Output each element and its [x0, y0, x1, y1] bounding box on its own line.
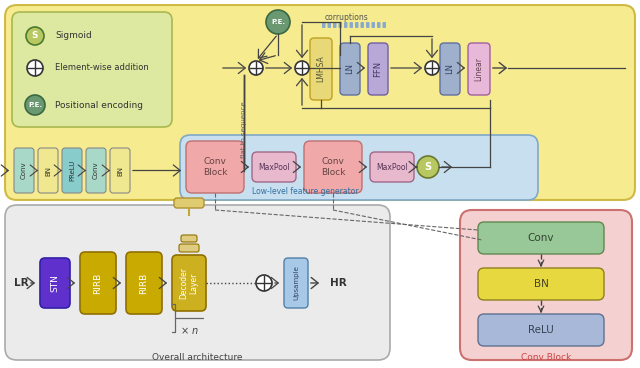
Text: LN: LN [346, 64, 355, 74]
Text: LR: LR [14, 278, 29, 288]
Text: LMHSA: LMHSA [317, 56, 326, 82]
Text: flat to sequence: flat to sequence [241, 102, 247, 158]
FancyBboxPatch shape [478, 314, 604, 346]
FancyBboxPatch shape [181, 235, 197, 242]
FancyBboxPatch shape [340, 43, 360, 95]
Text: BN: BN [117, 166, 123, 176]
FancyBboxPatch shape [478, 268, 604, 300]
FancyBboxPatch shape [40, 258, 70, 308]
Circle shape [249, 61, 263, 75]
FancyBboxPatch shape [80, 252, 116, 314]
Circle shape [425, 61, 439, 75]
Text: PReLU: PReLU [69, 160, 75, 181]
FancyBboxPatch shape [339, 22, 342, 28]
FancyBboxPatch shape [180, 135, 538, 200]
FancyBboxPatch shape [179, 244, 199, 252]
FancyBboxPatch shape [172, 255, 206, 311]
Circle shape [256, 275, 272, 291]
FancyBboxPatch shape [110, 148, 130, 193]
Text: corruptions: corruptions [325, 13, 369, 21]
FancyBboxPatch shape [14, 148, 34, 193]
Text: P.E.: P.E. [28, 102, 42, 108]
FancyBboxPatch shape [377, 22, 381, 28]
Text: Low-level feature generator: Low-level feature generator [252, 187, 359, 196]
FancyBboxPatch shape [284, 258, 308, 308]
Text: Element-wise addition: Element-wise addition [55, 64, 148, 72]
FancyBboxPatch shape [5, 205, 390, 360]
Circle shape [26, 27, 44, 45]
Text: P.E.: P.E. [271, 19, 285, 25]
Text: Conv: Conv [528, 233, 554, 243]
Text: BN: BN [534, 279, 548, 289]
FancyBboxPatch shape [304, 141, 362, 193]
Text: ReLU: ReLU [528, 325, 554, 335]
Text: Decoder
Layer: Decoder Layer [179, 267, 198, 299]
Text: Upsample: Upsample [293, 266, 299, 300]
FancyBboxPatch shape [174, 198, 204, 208]
Text: LN: LN [445, 64, 454, 74]
FancyBboxPatch shape [86, 148, 106, 193]
FancyBboxPatch shape [126, 252, 162, 314]
Circle shape [266, 10, 290, 34]
FancyBboxPatch shape [322, 22, 326, 28]
FancyBboxPatch shape [370, 152, 414, 182]
FancyBboxPatch shape [468, 43, 490, 95]
FancyBboxPatch shape [186, 141, 244, 193]
FancyBboxPatch shape [360, 22, 364, 28]
Text: Overall architecture: Overall architecture [152, 353, 243, 361]
FancyBboxPatch shape [344, 22, 348, 28]
FancyBboxPatch shape [368, 43, 388, 95]
FancyBboxPatch shape [371, 22, 375, 28]
Text: S: S [424, 162, 431, 172]
FancyBboxPatch shape [383, 22, 386, 28]
Text: RIRB: RIRB [140, 272, 148, 294]
FancyBboxPatch shape [333, 22, 337, 28]
Text: MaxPool: MaxPool [376, 163, 408, 171]
FancyBboxPatch shape [62, 148, 82, 193]
Text: S: S [32, 32, 38, 40]
FancyBboxPatch shape [12, 12, 172, 127]
FancyBboxPatch shape [252, 152, 296, 182]
FancyBboxPatch shape [366, 22, 369, 28]
Text: Conv: Conv [93, 162, 99, 179]
FancyBboxPatch shape [355, 22, 358, 28]
FancyBboxPatch shape [440, 43, 460, 95]
Circle shape [25, 95, 45, 115]
Text: Linear: Linear [474, 57, 483, 81]
FancyBboxPatch shape [460, 210, 632, 360]
Circle shape [295, 61, 309, 75]
Text: Conv
Block: Conv Block [203, 157, 227, 177]
FancyBboxPatch shape [5, 5, 635, 200]
Text: Conv Block: Conv Block [521, 353, 571, 361]
FancyBboxPatch shape [478, 222, 604, 254]
Text: HR: HR [330, 278, 347, 288]
FancyBboxPatch shape [349, 22, 353, 28]
FancyBboxPatch shape [310, 38, 332, 100]
Text: Sigmoid: Sigmoid [55, 32, 92, 40]
FancyBboxPatch shape [328, 22, 331, 28]
Text: RIRB: RIRB [93, 272, 102, 294]
Circle shape [417, 156, 439, 178]
Text: STN: STN [51, 274, 60, 292]
Text: Conv: Conv [21, 162, 27, 179]
Text: Conv
Block: Conv Block [321, 157, 345, 177]
Circle shape [27, 60, 43, 76]
Text: Positional encoding: Positional encoding [55, 100, 143, 110]
Text: BN: BN [45, 166, 51, 176]
Text: $\times$ $n$: $\times$ $n$ [180, 325, 198, 336]
Text: MaxPool: MaxPool [258, 163, 290, 171]
FancyBboxPatch shape [38, 148, 58, 193]
Text: FFN: FFN [374, 61, 383, 77]
